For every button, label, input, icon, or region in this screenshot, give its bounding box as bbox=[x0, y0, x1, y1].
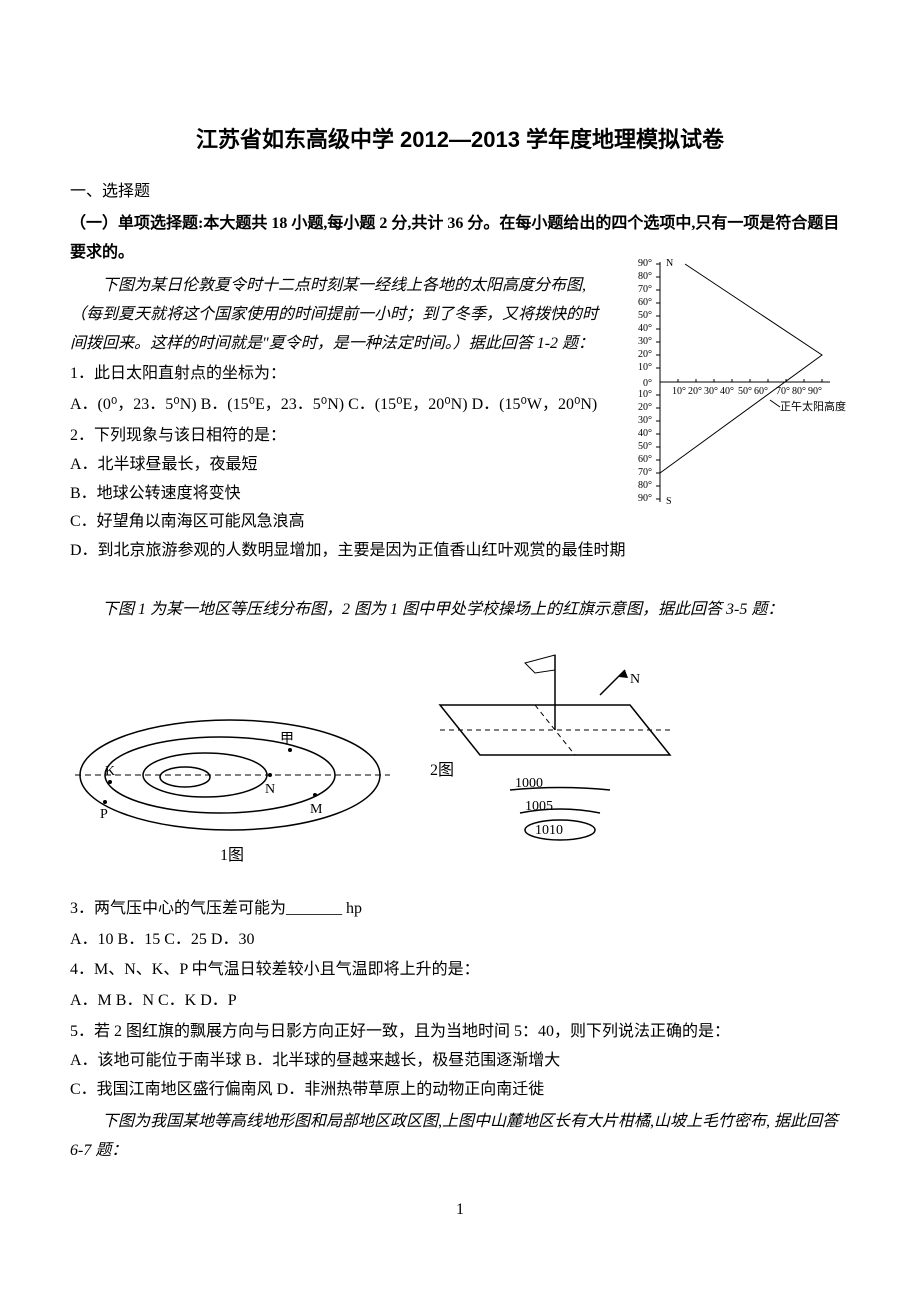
svg-text:90°: 90° bbox=[808, 386, 822, 397]
svg-text:70°: 70° bbox=[638, 467, 652, 478]
svg-text:正午太阳高度: 正午太阳高度 bbox=[780, 399, 846, 413]
passage-3: 下图为我国某地等高线地形图和局部地区政区图,上图中山麓地区长有大片柑橘,山坡上毛… bbox=[70, 1108, 850, 1166]
svg-text:40°: 40° bbox=[638, 428, 652, 439]
question-4: 4．M、N、K、P 中气温日较差较小且气温即将上升的是： bbox=[70, 956, 850, 985]
svg-text:N: N bbox=[265, 782, 275, 797]
q5-options-ab: A．该地可能位于南半球 B．北半球的昼越来越长，极昼范围逐渐增大 bbox=[70, 1047, 850, 1076]
svg-text:70°: 70° bbox=[638, 284, 652, 295]
exam-title: 江苏省如东高级中学 2012—2013 学年度地理模拟试卷 bbox=[70, 120, 850, 160]
svg-text:20°: 20° bbox=[688, 386, 702, 397]
svg-text:40°: 40° bbox=[638, 323, 652, 334]
page-number: 1 bbox=[70, 1196, 850, 1225]
svg-text:0°: 0° bbox=[643, 378, 652, 389]
section-header: 一、选择题 bbox=[70, 178, 850, 207]
svg-text:50°: 50° bbox=[738, 386, 752, 397]
svg-text:80°: 80° bbox=[638, 271, 652, 282]
svg-text:N: N bbox=[666, 258, 673, 269]
svg-text:1000: 1000 bbox=[515, 776, 543, 791]
svg-text:1图: 1图 bbox=[220, 847, 244, 864]
svg-text:10°: 10° bbox=[638, 389, 652, 400]
question-5: 5．若 2 图红旗的飘展方向与日影方向正好一致，且为当地时间 5：40，则下列说… bbox=[70, 1018, 850, 1047]
svg-text:50°: 50° bbox=[638, 441, 652, 452]
svg-text:P: P bbox=[100, 807, 108, 822]
svg-text:甲: 甲 bbox=[280, 732, 294, 747]
sun-altitude-chart: 90° 80° 70° 60° 50° 40° 30° 20° 10° 0° 1… bbox=[620, 252, 850, 522]
pressure-map-chart: 甲 N M K P 1图 N 2图 1000 1005 1010 bbox=[70, 635, 730, 885]
svg-text:30°: 30° bbox=[704, 386, 718, 397]
svg-text:80°: 80° bbox=[792, 386, 806, 397]
svg-text:70°: 70° bbox=[776, 386, 790, 397]
svg-text:1005: 1005 bbox=[525, 799, 553, 814]
svg-text:30°: 30° bbox=[638, 336, 652, 347]
q5-options-cd: C．我国江南地区盛行偏南风 D．非洲热带草原上的动物正向南迁徙 bbox=[70, 1076, 850, 1105]
svg-text:1010: 1010 bbox=[535, 823, 563, 838]
svg-text:S: S bbox=[666, 496, 672, 507]
svg-text:20°: 20° bbox=[638, 349, 652, 360]
question-3: 3．两气压中心的气压差可能为_______ hp bbox=[70, 895, 850, 924]
svg-text:40°: 40° bbox=[720, 386, 734, 397]
svg-text:90°: 90° bbox=[638, 258, 652, 269]
svg-text:20°: 20° bbox=[638, 402, 652, 413]
svg-text:M: M bbox=[310, 802, 323, 817]
svg-text:10°: 10° bbox=[672, 386, 686, 397]
passage-2: 下图 1 为某一地区等压线分布图，2 图为 1 图中甲处学校操场上的红旗示意图，… bbox=[70, 596, 850, 625]
svg-text:N: N bbox=[630, 672, 640, 687]
svg-text:50°: 50° bbox=[638, 310, 652, 321]
q2-option-d: D．到北京旅游参观的人数明显增加，主要是因为正值香山红叶观赏的最佳时期 bbox=[70, 537, 850, 566]
svg-text:60°: 60° bbox=[638, 454, 652, 465]
svg-text:10°: 10° bbox=[638, 362, 652, 373]
svg-text:80°: 80° bbox=[638, 480, 652, 491]
question-3-options: A．10 B．15 C．25 D．30 bbox=[70, 926, 850, 955]
svg-text:60°: 60° bbox=[638, 297, 652, 308]
question-4-options: A．M B．N C．K D．P bbox=[70, 987, 850, 1016]
svg-text:30°: 30° bbox=[638, 415, 652, 426]
svg-text:2图: 2图 bbox=[430, 762, 454, 779]
svg-text:K: K bbox=[105, 764, 115, 779]
svg-text:90°: 90° bbox=[638, 493, 652, 504]
